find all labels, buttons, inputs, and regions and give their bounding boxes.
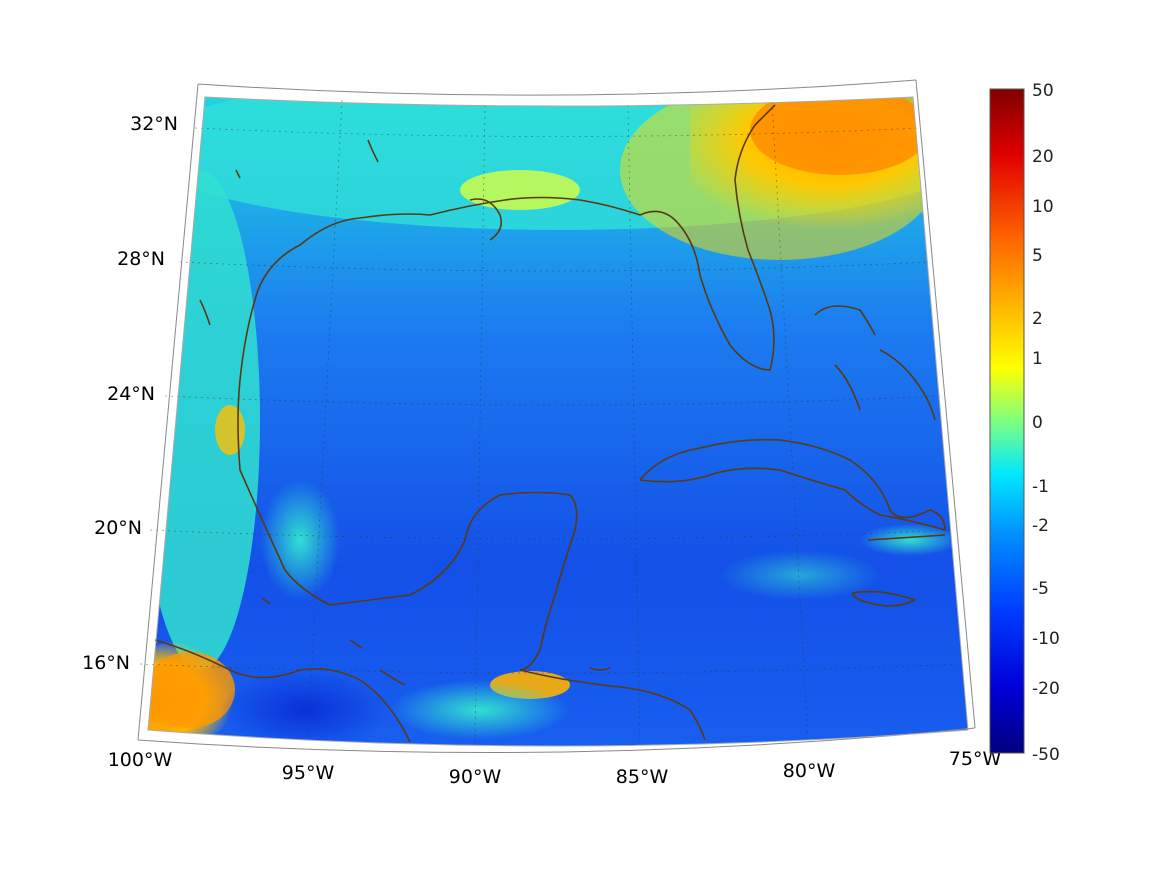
lon-tick-label: 100°W <box>108 749 173 771</box>
lat-tick-label: 32°N <box>130 113 178 135</box>
colorbar-labels: 50 20 10 5 2 1 0 -1 -2 -5 -10 -20 -50 <box>1032 81 1060 765</box>
lat-tick-label: 24°N <box>107 383 155 405</box>
coastlines <box>154 104 946 743</box>
lat-axis: 32°N 28°N 24°N 20°N 16°N <box>82 113 178 674</box>
colorbar-label: -5 <box>1032 579 1049 599</box>
colorbar-label: -20 <box>1032 679 1060 699</box>
lat-tick-label: 28°N <box>117 248 165 270</box>
lat-tick-label: 20°N <box>94 517 142 539</box>
colorbar-label: -1 <box>1032 477 1049 497</box>
colorbar-gradient <box>989 88 1025 754</box>
lon-tick-label: 75°W <box>949 748 1002 770</box>
colorbar-label: -2 <box>1032 516 1049 536</box>
colorbar-label: -50 <box>1032 745 1060 765</box>
colorbar-label: 50 <box>1032 81 1054 101</box>
colorbar-label: 1 <box>1032 349 1043 369</box>
graticule <box>139 99 963 746</box>
lon-tick-label: 80°W <box>783 760 836 782</box>
lat-tick-label: 16°N <box>82 652 130 674</box>
colorbar-label: 20 <box>1032 147 1054 167</box>
map-frame <box>137 79 976 753</box>
colorbar-label: 2 <box>1032 309 1043 329</box>
data-field <box>148 97 968 746</box>
colorbar-label: 5 <box>1032 246 1043 266</box>
lon-tick-label: 90°W <box>449 766 502 788</box>
lon-tick-label: 85°W <box>616 766 669 788</box>
lon-axis: 100°W 95°W 90°W 85°W 80°W 75°W <box>108 748 1002 788</box>
lon-tick-label: 95°W <box>282 762 335 784</box>
colorbar-label: 0 <box>1032 413 1043 433</box>
colorbar: 50 20 10 5 2 1 0 -1 -2 -5 -10 -20 -50 <box>989 81 1060 765</box>
colorbar-label: -10 <box>1032 629 1060 649</box>
colorbar-label: 10 <box>1032 197 1054 217</box>
